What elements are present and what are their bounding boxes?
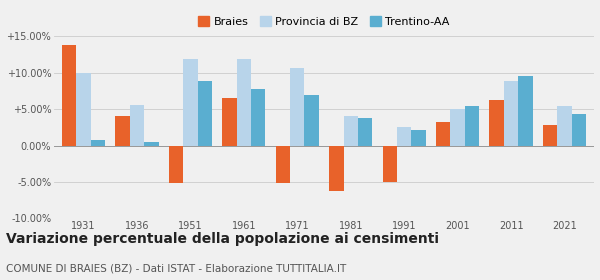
Bar bbox=[197, 81, 212, 146]
Bar bbox=[465, 106, 479, 146]
Bar bbox=[451, 109, 465, 146]
Bar bbox=[358, 118, 373, 146]
Bar bbox=[222, 98, 236, 146]
Bar bbox=[557, 106, 572, 146]
Bar bbox=[62, 45, 76, 146]
Bar bbox=[383, 146, 397, 182]
Bar bbox=[304, 95, 319, 146]
Bar bbox=[76, 73, 91, 146]
Bar bbox=[115, 116, 130, 146]
Text: Variazione percentuale della popolazione ai censimenti: Variazione percentuale della popolazione… bbox=[6, 232, 439, 246]
Bar bbox=[183, 59, 197, 146]
Bar bbox=[572, 114, 586, 146]
Bar bbox=[329, 146, 344, 192]
Bar bbox=[397, 127, 412, 146]
Text: COMUNE DI BRAIES (BZ) - Dati ISTAT - Elaborazione TUTTITALIA.IT: COMUNE DI BRAIES (BZ) - Dati ISTAT - Ela… bbox=[6, 263, 346, 273]
Bar bbox=[290, 68, 304, 146]
Bar bbox=[91, 140, 105, 146]
Bar bbox=[412, 130, 426, 146]
Bar bbox=[144, 142, 158, 146]
Bar bbox=[275, 146, 290, 183]
Bar bbox=[436, 122, 451, 146]
Bar bbox=[504, 81, 518, 146]
Bar bbox=[130, 105, 144, 146]
Bar bbox=[543, 125, 557, 146]
Bar bbox=[251, 89, 265, 146]
Bar bbox=[518, 76, 533, 146]
Bar bbox=[236, 59, 251, 146]
Bar bbox=[344, 116, 358, 146]
Legend: Braies, Provincia di BZ, Trentino-AA: Braies, Provincia di BZ, Trentino-AA bbox=[199, 17, 449, 27]
Bar bbox=[490, 101, 504, 146]
Bar bbox=[169, 146, 183, 183]
